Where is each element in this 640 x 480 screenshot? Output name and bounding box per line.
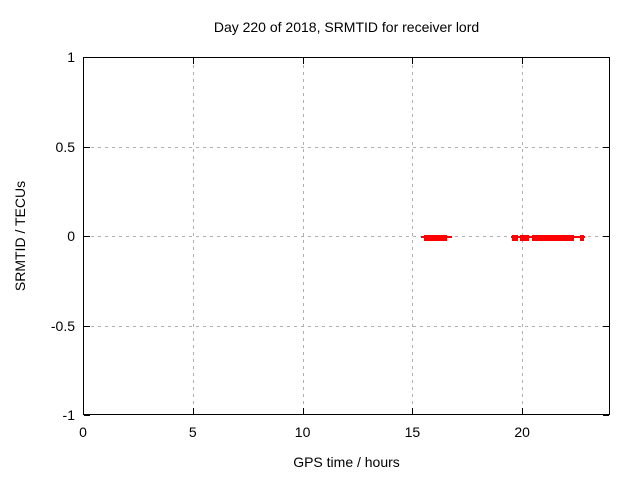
- x-tick-top: [192, 58, 194, 64]
- y-tick-left: [84, 57, 90, 58]
- y-tick-label: 1: [67, 49, 75, 65]
- y-tick-left: [84, 236, 90, 237]
- data-segment-dense: [424, 235, 448, 241]
- x-tick-label: 10: [294, 424, 311, 440]
- x-tick-bottom: [192, 408, 194, 414]
- y-gridline: [84, 325, 609, 327]
- data-segment-dense: [512, 235, 518, 241]
- y-tick-label: -0.5: [50, 317, 75, 334]
- y-tick-right: [603, 415, 609, 416]
- y-tick-right: [603, 146, 609, 148]
- x-tick-bottom: [412, 408, 414, 414]
- data-segment-dense: [580, 235, 584, 241]
- y-tick-right: [603, 57, 609, 58]
- x-tick-top: [83, 58, 84, 64]
- y-gridline: [84, 236, 609, 237]
- x-tick-label: 5: [188, 424, 197, 440]
- data-segment-dense: [532, 235, 574, 241]
- x-tick-label: 20: [514, 424, 530, 440]
- x-axis-label: GPS time / hours: [293, 454, 400, 470]
- y-tick-left: [84, 325, 90, 327]
- y-tick-left: [84, 146, 90, 148]
- y-tick-right: [603, 325, 609, 327]
- x-tick-label: 15: [404, 424, 421, 440]
- x-tick-top: [412, 58, 414, 64]
- y-tick-label: -1: [62, 407, 75, 423]
- y-tick-right: [603, 236, 609, 237]
- y-tick-label: 0: [67, 228, 75, 244]
- plot-area: [83, 57, 610, 416]
- y-tick-left: [84, 415, 90, 416]
- x-tick-bottom: [83, 408, 84, 414]
- x-tick-top: [522, 58, 524, 64]
- x-tick-top: [302, 58, 304, 64]
- y-tick-label: 0.5: [55, 138, 75, 155]
- y-gridline: [84, 146, 609, 148]
- chart-title: Day 220 of 2018, SRMTID for receiver lor…: [213, 19, 480, 35]
- data-segment-dense: [519, 235, 529, 241]
- x-tick-label: 0: [79, 424, 87, 440]
- x-tick-bottom: [302, 408, 304, 414]
- x-tick-bottom: [522, 408, 524, 414]
